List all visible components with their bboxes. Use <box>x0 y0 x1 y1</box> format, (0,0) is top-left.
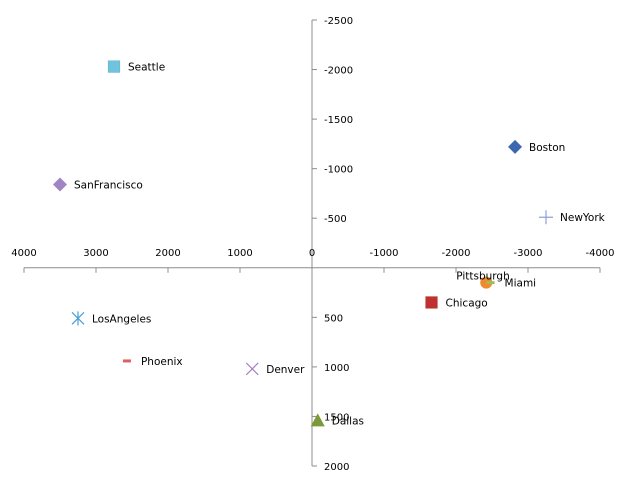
data-points: Seattle Boston SanFrancisco NewYork Pittsbur… <box>53 60 606 427</box>
pittsburgh-marker <box>480 276 493 289</box>
losangeles-label: LosAngeles <box>92 313 151 325</box>
axes: 4000 3000 2000 1000 0 -1000 -2000 -3000 -4000 -25… <box>11 16 614 473</box>
chicago-label: Chicago <box>446 297 488 309</box>
newyork-label: NewYork <box>560 212 606 224</box>
dallas-label: Dallas <box>332 415 364 427</box>
x-tick-label: 3000 <box>83 248 108 259</box>
y-tick-label: -500 <box>324 214 347 225</box>
sanfrancisco-label: SanFrancisco <box>74 180 143 192</box>
x-tick-label: -3000 <box>513 248 542 259</box>
chicago-marker <box>425 296 438 309</box>
seattle-marker <box>107 60 121 73</box>
seattle-label: Seattle <box>128 62 165 74</box>
denver-marker <box>245 362 259 376</box>
phoenix-label: Phoenix <box>141 356 183 368</box>
y-tick-label: -2000 <box>324 66 353 77</box>
sanfrancisco-marker <box>53 177 67 192</box>
y-tick-label: 1500 <box>324 412 349 423</box>
boston-label: Boston <box>529 142 565 154</box>
x-tick-label: 1000 <box>227 248 252 259</box>
y-tick-label: -1500 <box>324 115 353 126</box>
x-tick-label: -1000 <box>369 248 398 259</box>
pittsburgh-label: Pittsburgh <box>456 271 510 283</box>
x-tick-label: 0 <box>309 248 315 259</box>
miami-label: Miami <box>505 278 537 290</box>
boston-marker <box>508 139 523 154</box>
dallas-marker <box>310 413 325 427</box>
y-tick-label: -1000 <box>324 165 353 176</box>
x-tick-label: -4000 <box>585 248 614 259</box>
x-tick-label: 4000 <box>11 248 36 259</box>
losangeles-marker <box>71 311 85 326</box>
y-tick-label: -2500 <box>324 16 353 27</box>
newyork-marker <box>539 210 553 225</box>
denver-label: Denver <box>266 364 305 376</box>
x-tick-label: 2000 <box>155 248 180 259</box>
miami-marker <box>486 281 495 285</box>
x-tick-label: -2000 <box>441 248 470 259</box>
y-tick-label: 1000 <box>324 363 349 374</box>
phoenix-marker <box>122 359 131 363</box>
y-tick-label: 2000 <box>324 462 349 473</box>
y-tick-label: 500 <box>324 313 343 324</box>
